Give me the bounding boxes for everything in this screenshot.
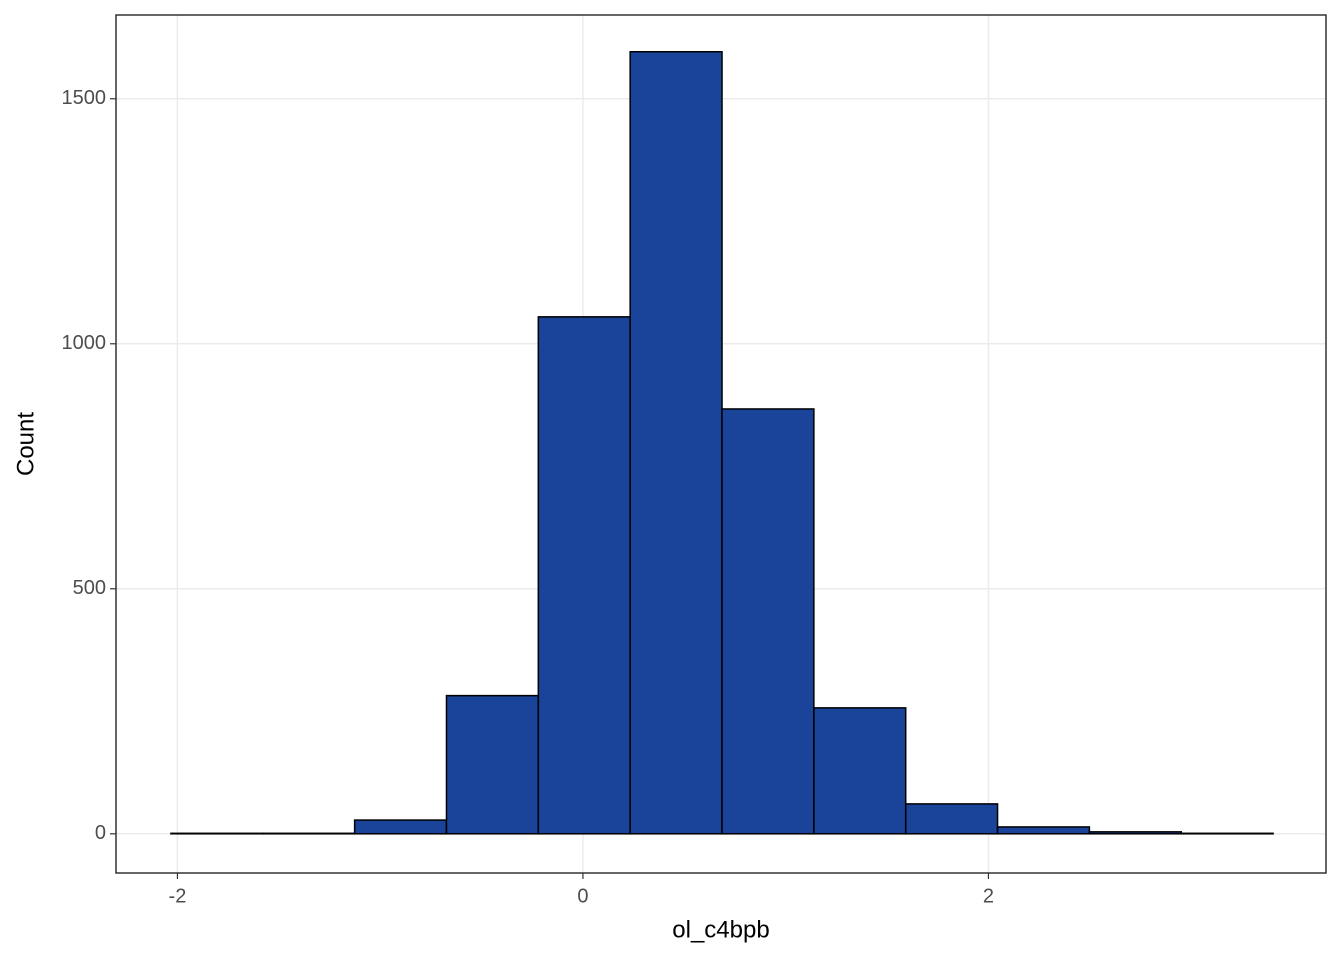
bar — [721, 408, 815, 835]
x-axis-title: ol_c4bpb — [672, 916, 769, 943]
bar — [1088, 831, 1182, 835]
panel-border — [115, 14, 1327, 874]
bar — [996, 826, 1091, 835]
bar — [537, 316, 631, 835]
y-axis-title: Count — [12, 412, 39, 476]
bar — [813, 707, 907, 835]
bar — [353, 819, 448, 835]
y-tick-label: 500 — [73, 577, 106, 599]
x-tick-label: 2 — [983, 885, 994, 907]
bar — [629, 51, 723, 835]
x-tick-label: -2 — [169, 885, 187, 907]
y-tick-label: 0 — [95, 822, 106, 844]
x-tick-label: 0 — [577, 885, 588, 907]
bar — [904, 803, 999, 835]
bar — [445, 694, 540, 835]
y-tick-label: 1000 — [62, 332, 107, 354]
y-tick-label: 1500 — [62, 87, 107, 109]
